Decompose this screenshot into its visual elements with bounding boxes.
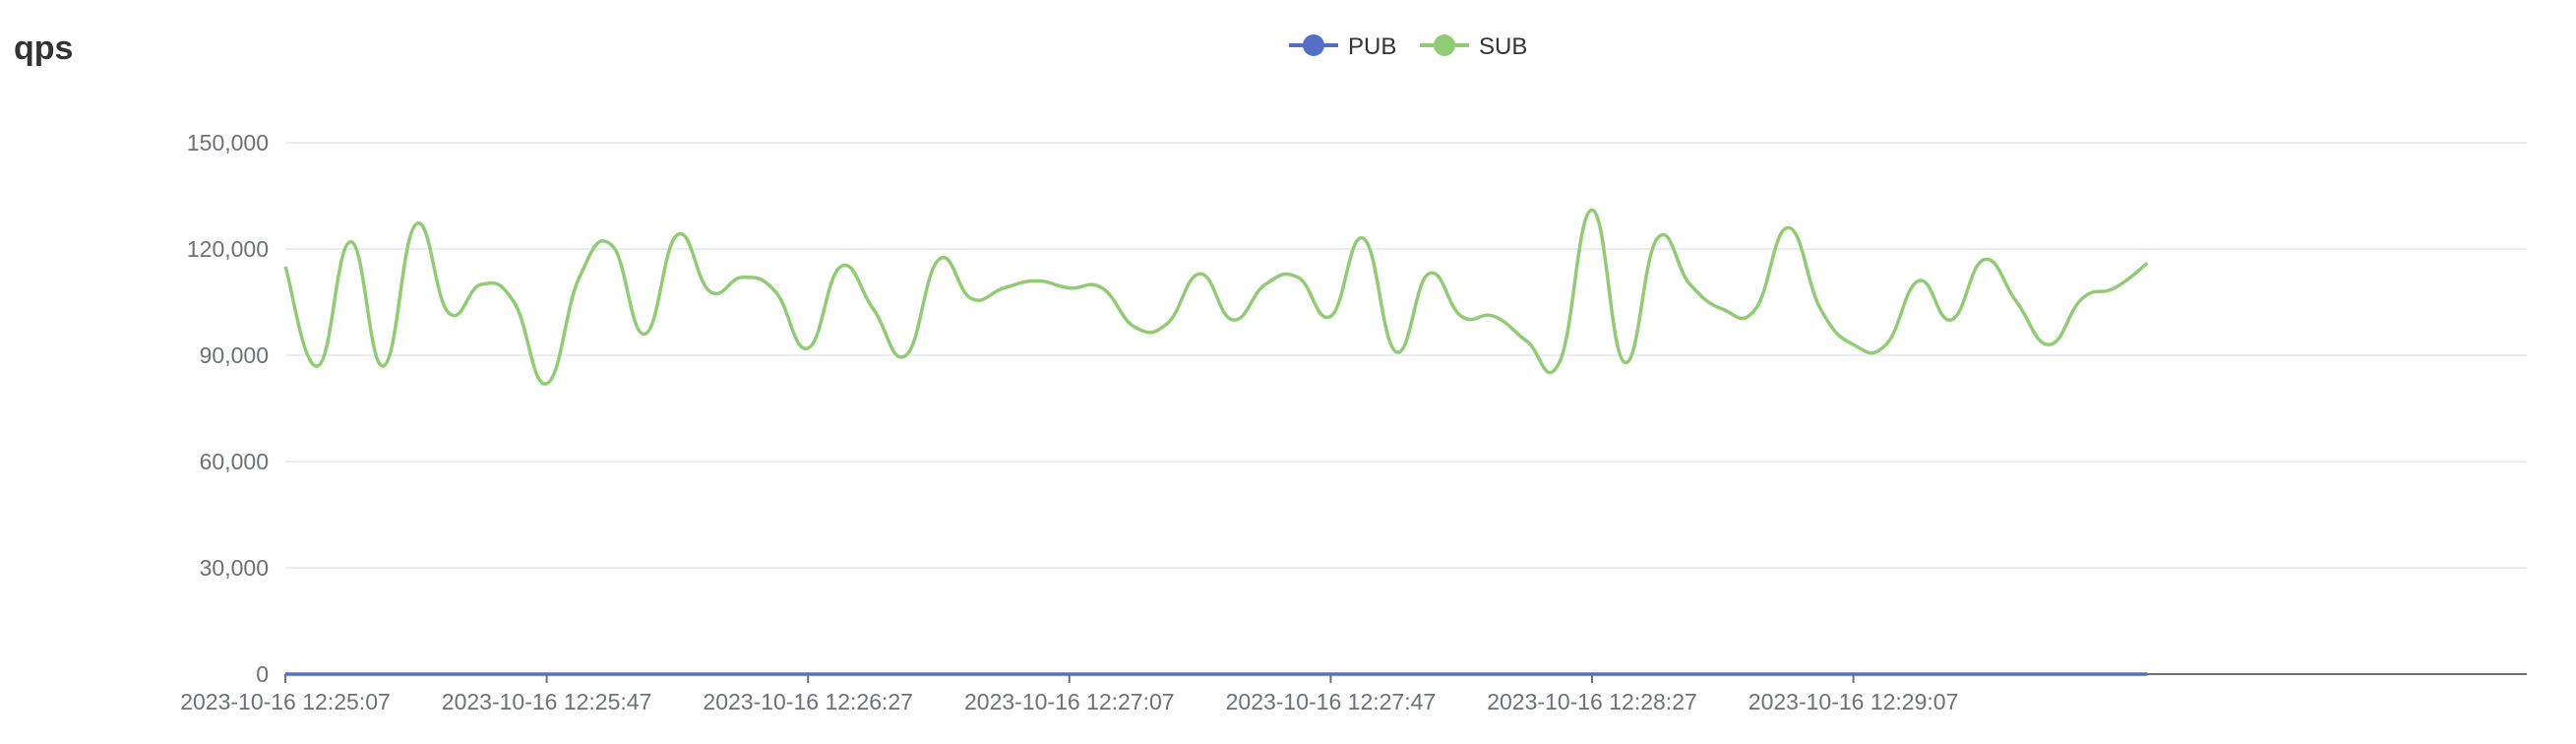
grid-lines [285, 142, 2527, 569]
x-tick-label: 2023-10-16 12:27:07 [964, 689, 1175, 714]
chart-title: qps [14, 30, 74, 67]
legend-label: PUB [1348, 33, 1396, 60]
x-tick-label: 2023-10-16 12:26:27 [703, 689, 913, 714]
y-tick-label: 0 [256, 661, 269, 687]
series-line-sub [283, 208, 2149, 386]
legend-item-sub[interactable]: SUB [1420, 33, 1527, 60]
x-tick-label: 2023-10-16 12:29:07 [1748, 689, 1959, 714]
y-tick-label: 120,000 [187, 236, 269, 262]
x-tick-label: 2023-10-16 12:28:27 [1487, 689, 1697, 714]
legend-marker-icon [1303, 34, 1324, 56]
legend-marker-icon [1434, 34, 1455, 56]
x-tick-label: 2023-10-16 12:25:07 [180, 689, 391, 714]
y-axis-labels: 0 30,000 60,000 90,000 120,000 150,000 [187, 130, 269, 687]
legend[interactable]: PUB SUB [1289, 33, 1527, 60]
series-lines [283, 208, 2149, 676]
y-tick-label: 150,000 [187, 130, 269, 155]
y-tick-label: 90,000 [200, 342, 269, 368]
y-tick-label: 30,000 [200, 555, 269, 581]
x-tick-label: 2023-10-16 12:27:47 [1226, 689, 1437, 714]
x-tick-label: 2023-10-16 12:25:47 [442, 689, 652, 714]
y-tick-label: 60,000 [200, 449, 269, 474]
x-axis: 2023-10-16 12:25:07 2023-10-16 12:25:47 20… [180, 673, 2527, 714]
legend-label: SUB [1479, 33, 1527, 60]
legend-item-pub[interactable]: PUB [1289, 33, 1396, 60]
